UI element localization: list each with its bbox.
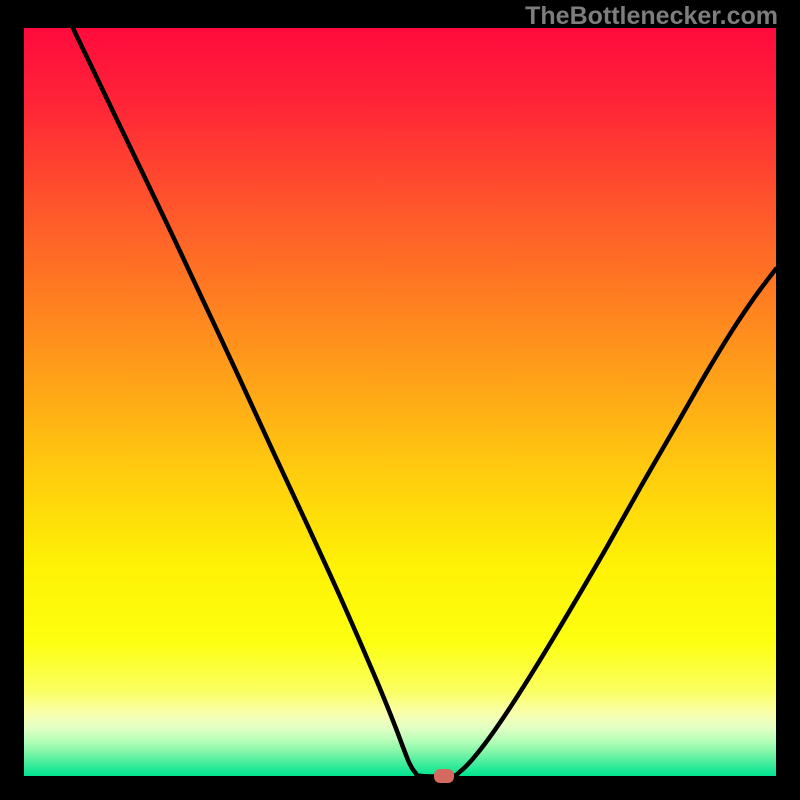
- optimal-marker: [434, 769, 454, 783]
- watermark-text: TheBottlenecker.com: [525, 2, 778, 31]
- plot-area: [24, 28, 776, 776]
- chart-container: TheBottlenecker.com: [0, 0, 800, 800]
- bottleneck-curve: [24, 28, 776, 776]
